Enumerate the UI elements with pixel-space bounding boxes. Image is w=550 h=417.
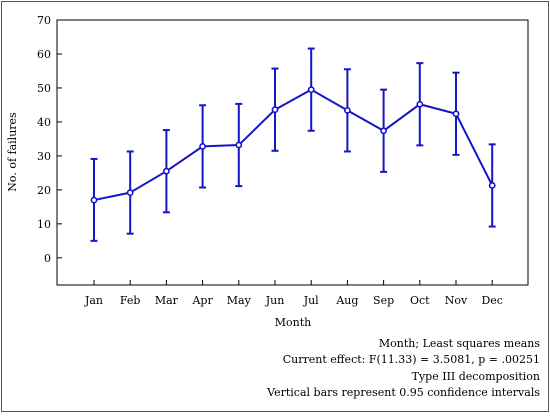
data-point [307,86,315,94]
y-tick-label: 40 [37,116,51,129]
y-axis-ticks: 0 10 20 30 40 50 60 70 [37,14,62,265]
x-tick-label: Feb [120,294,141,307]
data-point [126,189,134,196]
x-tick-label: Sep [373,294,394,307]
plot-area [56,19,529,286]
annotation-block: Month; Least squares means Current effec… [266,337,540,399]
data-point [235,141,243,149]
y-tick-label: 50 [37,82,51,95]
data-point [488,182,496,189]
data-points [90,86,496,204]
data-point [271,106,279,114]
y-axis-label: No. of failures [6,112,19,192]
y-tick-label: 0 [44,252,51,265]
x-tick-label: Oct [410,294,430,307]
y-tick-label: 20 [37,184,51,197]
x-tick-label: Jan [84,294,103,307]
x-axis-ticks: Jan Feb Mar Apr May Jun Jul Aug Sep Oct Nov Dec [84,280,503,307]
y-tick-label: 70 [37,14,51,27]
x-tick-label: Nov [445,294,468,307]
x-tick-label: Jun [265,294,285,307]
y-tick-label: 60 [37,48,51,61]
annotation-line-4: Vertical bars represent 0.95 confidence … [266,386,540,399]
data-point [162,167,170,175]
data-point [380,127,387,135]
annotation-line-3: Type III decomposition [412,370,540,383]
x-tick-label: Aug [335,294,358,307]
x-axis-label: Month [275,316,311,329]
y-tick-label: 10 [37,218,51,231]
x-tick-label: Mar [155,294,179,307]
annotation-line-2: Current effect: F(11.33) = 3.5081, p = .… [283,353,540,366]
data-point [452,110,460,118]
x-tick-label: Jul [303,294,319,307]
series-line [93,88,494,202]
data-point [90,196,98,204]
x-tick-label: Apr [191,294,213,307]
y-tick-label: 30 [37,150,51,163]
x-tick-label: Dec [481,294,503,307]
annotation-line-1: Month; Least squares means [379,337,540,350]
data-point [199,142,206,150]
data-point [343,106,351,114]
x-tick-label: May [227,294,252,307]
data-point [416,100,424,108]
